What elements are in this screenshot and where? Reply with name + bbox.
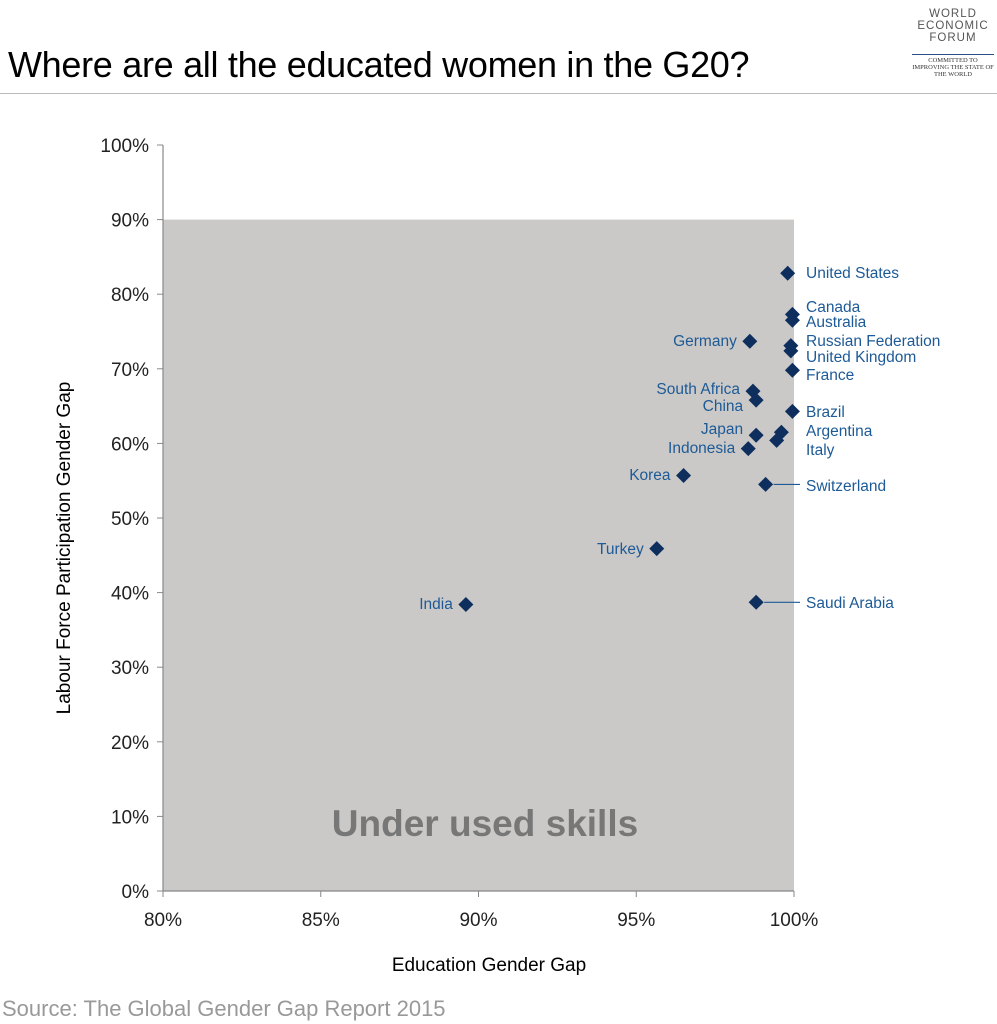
data-point-label: Italy bbox=[806, 442, 835, 459]
logo-tagline: COMMITTED TO IMPROVING THE STATE OF THE … bbox=[912, 54, 994, 78]
x-axis-label: Education Gender Gap bbox=[392, 955, 586, 976]
data-point-label: South Africa bbox=[656, 381, 740, 398]
shaded-region bbox=[163, 219, 794, 892]
data-point-label: Brazil bbox=[806, 404, 845, 421]
y-axis-label: Labour Force Participation Gender Gap bbox=[54, 382, 75, 715]
data-point-marker bbox=[784, 312, 800, 328]
y-tick-label: 10% bbox=[111, 807, 149, 828]
data-point-label: United States bbox=[806, 265, 899, 282]
data-point-label: China bbox=[703, 398, 744, 415]
shaded-region-label: Under used skills bbox=[332, 803, 638, 844]
data-point-marker bbox=[748, 594, 764, 610]
data-point-marker bbox=[740, 441, 756, 457]
y-tick-label: 50% bbox=[111, 509, 149, 530]
x-tick-label: 100% bbox=[770, 910, 819, 931]
data-point-label: Indonesia bbox=[668, 440, 736, 457]
x-tick-label: 95% bbox=[617, 910, 655, 931]
data-point-label: Argentina bbox=[806, 423, 873, 440]
title-divider bbox=[0, 93, 997, 94]
wef-logo: WORLD ECONOMIC FORUM COMMITTED TO IMPROV… bbox=[912, 8, 994, 78]
data-point-marker bbox=[780, 265, 796, 281]
data-point-label: Germany bbox=[673, 333, 737, 350]
data-point-label: Saudi Arabia bbox=[806, 595, 894, 612]
data-point-label: Canada bbox=[806, 299, 861, 316]
y-tick-label: 90% bbox=[111, 211, 149, 232]
y-tick-label: 100% bbox=[100, 136, 149, 157]
data-point-label: United Kingdom bbox=[806, 349, 916, 366]
logo-line: ECONOMIC bbox=[917, 20, 989, 32]
data-point-label: Japan bbox=[701, 421, 743, 438]
y-tick-label: 40% bbox=[111, 584, 149, 605]
x-tick-label: 80% bbox=[144, 910, 182, 931]
y-tick-label: 30% bbox=[111, 658, 149, 679]
data-point-label: Russian Federation bbox=[806, 333, 940, 350]
data-point-marker bbox=[748, 427, 764, 443]
data-point-marker bbox=[784, 403, 800, 419]
data-point-marker bbox=[784, 362, 800, 378]
data-point-marker bbox=[748, 392, 764, 408]
data-point-label: Switzerland bbox=[806, 478, 886, 495]
y-tick-label: 70% bbox=[111, 360, 149, 381]
y-tick-label: 20% bbox=[111, 733, 149, 754]
y-tick-label: 80% bbox=[111, 285, 149, 306]
data-point-marker bbox=[783, 343, 799, 359]
x-tick-label: 90% bbox=[459, 910, 497, 931]
data-point-marker bbox=[742, 333, 758, 349]
data-point-label: Korea bbox=[629, 467, 671, 484]
y-tick-label: 0% bbox=[122, 882, 150, 903]
source-note: Source: The Global Gender Gap Report 201… bbox=[2, 996, 446, 1021]
y-tick-label: 60% bbox=[111, 434, 149, 455]
axes: 80% 85% 90% 95% 100% 0% 10% 20% 30% 40% 50% 60% 70% 8… bbox=[100, 136, 818, 931]
data-point-marker bbox=[758, 476, 774, 492]
data-point-label: Turkey bbox=[597, 541, 644, 558]
data-point-marker bbox=[649, 541, 665, 557]
x-tick-label: 85% bbox=[302, 910, 340, 931]
data-point-marker bbox=[769, 432, 785, 448]
logo-line: WORLD bbox=[929, 8, 977, 20]
logo-line: FORUM bbox=[929, 32, 977, 44]
data-point-label: Australia bbox=[806, 314, 867, 331]
data-point-marker bbox=[458, 597, 474, 613]
page-title: Where are all the educated women in the … bbox=[8, 44, 750, 85]
data-point-marker bbox=[676, 467, 692, 483]
data-point-label: France bbox=[806, 367, 854, 384]
data-point-label: India bbox=[419, 596, 453, 613]
